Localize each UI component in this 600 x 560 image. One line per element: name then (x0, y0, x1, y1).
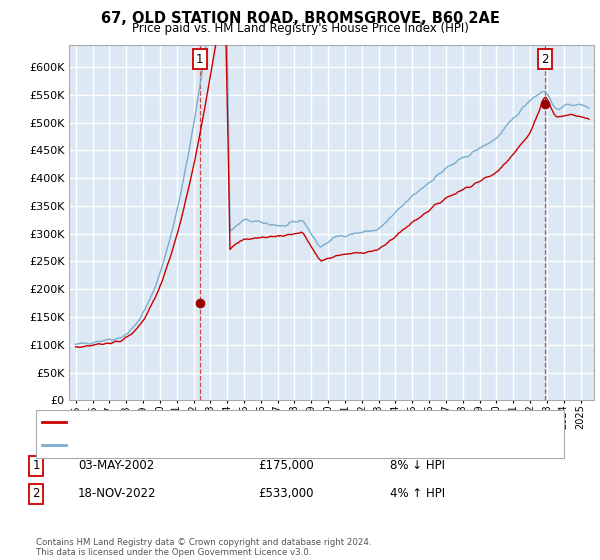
Text: 8% ↓ HPI: 8% ↓ HPI (390, 459, 445, 473)
Text: £533,000: £533,000 (258, 487, 314, 501)
Text: 03-MAY-2002: 03-MAY-2002 (78, 459, 154, 473)
Text: 1: 1 (196, 53, 203, 66)
Text: 4% ↑ HPI: 4% ↑ HPI (390, 487, 445, 501)
Text: 67, OLD STATION ROAD, BROMSGROVE, B60 2AE: 67, OLD STATION ROAD, BROMSGROVE, B60 2A… (101, 11, 499, 26)
Text: 2: 2 (32, 487, 40, 501)
Text: £175,000: £175,000 (258, 459, 314, 473)
Text: 2: 2 (541, 53, 548, 66)
Text: 1: 1 (32, 459, 40, 473)
Text: Contains HM Land Registry data © Crown copyright and database right 2024.
This d: Contains HM Land Registry data © Crown c… (36, 538, 371, 557)
Text: Price paid vs. HM Land Registry's House Price Index (HPI): Price paid vs. HM Land Registry's House … (131, 22, 469, 35)
Text: 67, OLD STATION ROAD, BROMSGROVE, B60 2AE (detached house): 67, OLD STATION ROAD, BROMSGROVE, B60 2A… (75, 417, 424, 427)
Text: HPI: Average price, detached house, Bromsgrove: HPI: Average price, detached house, Brom… (75, 440, 331, 450)
Text: 18-NOV-2022: 18-NOV-2022 (78, 487, 157, 501)
